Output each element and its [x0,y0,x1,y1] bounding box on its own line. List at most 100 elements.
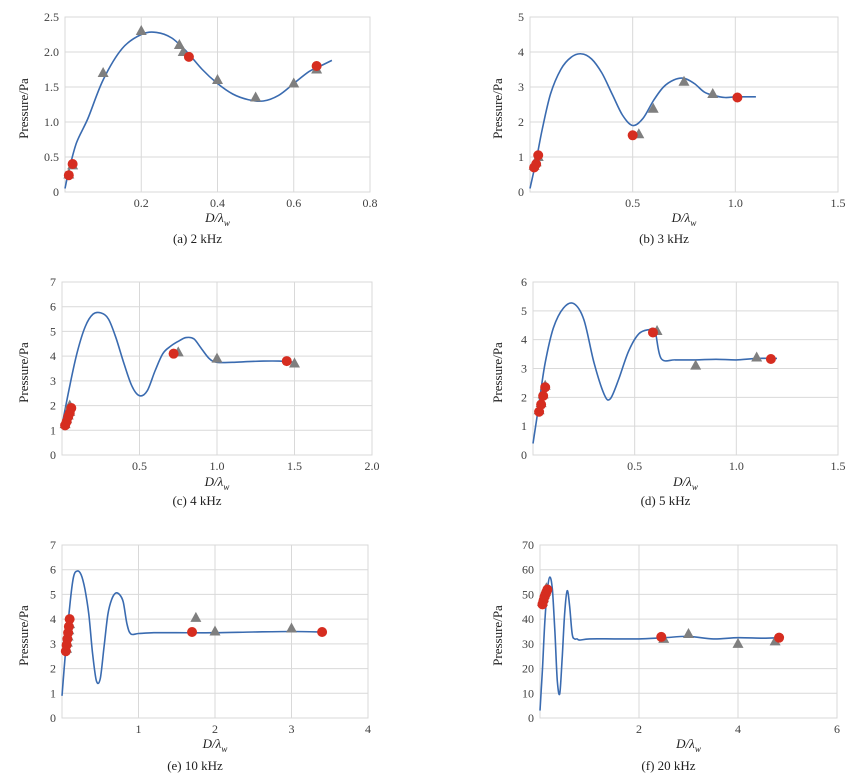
x-axis-label: D/λw [204,210,230,228]
y-tick-label: 2.0 [44,45,59,59]
data-point-circle [187,626,198,637]
y-tick-label: 3 [50,374,56,388]
y-tick-label: 1 [50,686,56,700]
series-line [532,302,778,444]
data-point-circle [317,626,328,637]
x-tick-label: 1.5 [831,459,846,473]
y-tick-label: 3 [518,80,524,94]
y-tick-label: 60 [522,563,534,577]
x-tick-label: 0.4 [210,196,225,210]
y-tick-label: 3 [521,362,527,376]
y-tick-label: 20 [522,662,534,676]
x-tick-label: 0.6 [286,196,301,210]
y-tick-label: 0 [521,448,527,462]
data-point-triangle [209,625,221,636]
x-tick-label: 1.0 [729,459,744,473]
panel-caption: (a) 2 kHz [173,231,222,246]
panel-caption: (c) 4 kHz [172,493,221,508]
data-point-circle [538,390,549,401]
data-point-triangle [707,88,719,98]
data-point-triangle [135,25,147,35]
x-tick-label: 4 [735,722,741,736]
x-tick-label: 2.0 [365,459,380,473]
data-point-circle [281,356,292,367]
y-axis-label: Pressure/Pa [16,78,31,139]
y-tick-label: 0 [50,711,56,725]
y-tick-label: 1.0 [44,115,59,129]
y-tick-label: 4 [50,612,56,626]
data-point-triangle [190,611,202,622]
data-point-circle [533,150,544,161]
y-tick-label: 4 [521,333,527,347]
chart-panel-3: 0 1 2 3 4 5 6 0.5 1.0 1.5 Pressure/Pa D/λw(d) 5 kHz [490,275,846,508]
y-tick-label: 30 [522,637,534,651]
data-point-circle [64,614,75,625]
y-tick-label: 1 [521,419,527,433]
x-tick-label: 1.0 [210,459,225,473]
data-point-circle [67,159,78,169]
x-axis-label: D/λw [202,736,228,754]
x-tick-label: 0.5 [132,459,147,473]
y-tick-label: 5 [521,304,527,318]
data-point-circle [536,399,547,410]
series-line [529,52,756,189]
chart-panel-1: 0 1 2 3 4 5 0.5 1.0 1.5 Pressure/Pa D/λw (b) 3 kHz [490,10,846,246]
y-axis-label: Pressure/Pa [490,78,505,139]
panel-caption: (b) 3 kHz [639,231,689,246]
x-tick-label: 1.5 [831,196,846,210]
y-tick-label: 4 [50,349,56,363]
y-tick-label: 70 [522,538,534,552]
panel-caption: (f) 20 kHz [641,758,695,773]
chart-panel-4: 0 1 2 3 4 5 6 7 1 2 3 4 Pressure/Pa D/λw (e) 10 kHz [16,538,371,773]
x-tick-label: 1.0 [728,196,743,210]
chart-panel-0: 0 0.5 1.0 1.5 2.0 2.5 0.2 0.4 0.6 0.8 Pressure/Pa D… [16,10,378,246]
series-line [61,311,295,426]
y-tick-label: 0 [518,185,524,199]
x-tick-label: 0.5 [625,196,640,210]
data-point-circle [765,353,776,364]
data-point-triangle [732,637,744,648]
y-tick-label: 2 [521,390,527,404]
x-tick-label: 0.8 [363,196,378,210]
y-tick-label: 6 [521,275,527,289]
data-point-circle [66,403,77,414]
y-tick-label: 0 [53,185,59,199]
y-tick-label: 4 [518,45,524,59]
data-point-circle [540,382,551,393]
y-tick-label: 6 [50,300,56,314]
data-point-circle [774,632,785,643]
data-point-circle [732,92,743,103]
x-tick-label: 1.5 [287,459,302,473]
y-tick-label: 5 [50,587,56,601]
x-tick-label: 6 [834,722,840,736]
data-point-circle [183,51,194,62]
x-tick-label: 2 [212,722,218,736]
data-point-circle [63,621,74,632]
y-tick-label: 2.5 [44,10,59,24]
y-tick-label: 6 [50,563,56,577]
y-axis-label: Pressure/Pa [16,605,31,666]
y-axis-label: Pressure/Pa [16,342,31,403]
x-axis-label: D/λw [672,474,698,492]
y-tick-label: 0 [50,448,56,462]
x-tick-label: 0.2 [134,196,149,210]
y-axis-label: Pressure/Pa [490,342,505,403]
chart-panel-5: 0 10 20 30 40 50 60 70 2 4 6 Pressure/Pa D/λw (f) 20 … [490,538,840,773]
x-axis-label: D/λw [204,474,230,492]
data-point-circle [531,159,542,169]
x-tick-label: 4 [365,722,371,736]
y-tick-label: 50 [522,587,534,601]
y-tick-label: 40 [522,612,534,626]
data-point-circle [311,61,322,71]
data-point-triangle [211,352,223,363]
y-tick-label: 7 [50,275,56,289]
panel-caption: (d) 5 kHz [641,493,691,508]
y-tick-label: 1 [518,150,524,164]
y-tick-label: 7 [50,538,56,552]
data-point-circle [63,170,74,181]
data-point-triangle [690,359,702,370]
data-point-triangle [288,77,300,88]
data-point-triangle [173,39,185,49]
y-tick-label: 0.5 [44,150,59,164]
